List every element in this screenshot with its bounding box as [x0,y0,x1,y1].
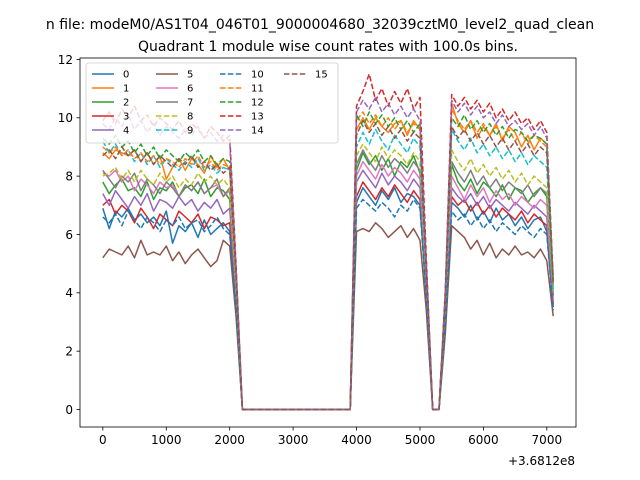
series-line-10 [102,198,554,411]
legend-label-0: 0 [123,70,129,81]
x-tick-label: 1000 [151,433,182,447]
legend-label-15: 15 [315,70,328,81]
x-tick-label: 6000 [468,433,499,447]
series-line-15 [102,119,554,411]
legend-label-5: 5 [187,70,193,81]
y-tick-label: 6 [65,228,73,242]
legend-label-6: 6 [187,84,193,95]
axes-frame [79,57,577,428]
series-line-12 [102,111,554,411]
legend-label-11: 11 [251,84,264,95]
legend-label-13: 13 [251,112,264,123]
y-tick-label: 2 [65,344,73,358]
legend-label-1: 1 [123,84,129,95]
legend-label-4: 4 [123,126,129,137]
y-tick-label: 12 [58,53,73,67]
x-tick-label: 0 [99,433,107,447]
x-tick-label: 2000 [214,433,245,447]
legend-label-8: 8 [187,112,193,123]
y-tick-label: 0 [65,403,73,417]
chart-title: Quadrant 1 module wise count rates with … [138,39,518,55]
legend-label-7: 7 [187,98,193,109]
legend-box [85,62,339,144]
x-tick-label: 4000 [341,433,372,447]
legend-label-9: 9 [187,126,193,137]
y-tick-label: 4 [65,286,73,300]
x-offset-label: +3.6812e8 [508,454,575,468]
figure-suptitle: n file: modeM0/AS1T04_046T01_9000004680_… [46,17,594,33]
x-tick-label: 7000 [532,433,563,447]
y-tick-label: 8 [65,169,73,183]
x-tick-label: 5000 [405,433,436,447]
x-tick-label: 3000 [278,433,309,447]
y-tick-label: 10 [58,111,73,125]
legend-label-12: 12 [251,98,264,109]
legend-label-2: 2 [123,98,129,109]
legend-label-3: 3 [123,112,129,123]
legend-label-14: 14 [251,126,264,137]
legend-label-10: 10 [251,70,264,81]
